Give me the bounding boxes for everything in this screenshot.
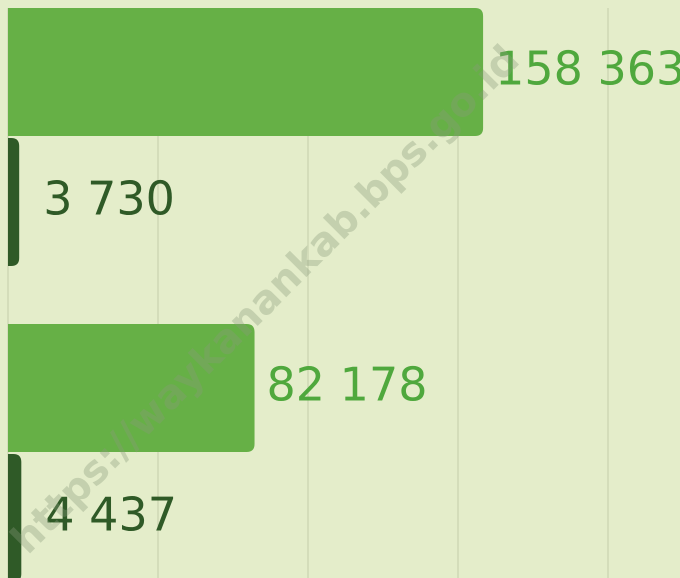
bar <box>8 138 20 266</box>
value-label: 82 178 <box>267 358 428 412</box>
bar <box>8 8 484 136</box>
bar <box>8 324 255 452</box>
value-label: 4 437 <box>45 488 177 542</box>
value-label: 158 363 <box>495 42 680 96</box>
bar <box>8 454 22 578</box>
value-label: 3 730 <box>43 172 175 226</box>
